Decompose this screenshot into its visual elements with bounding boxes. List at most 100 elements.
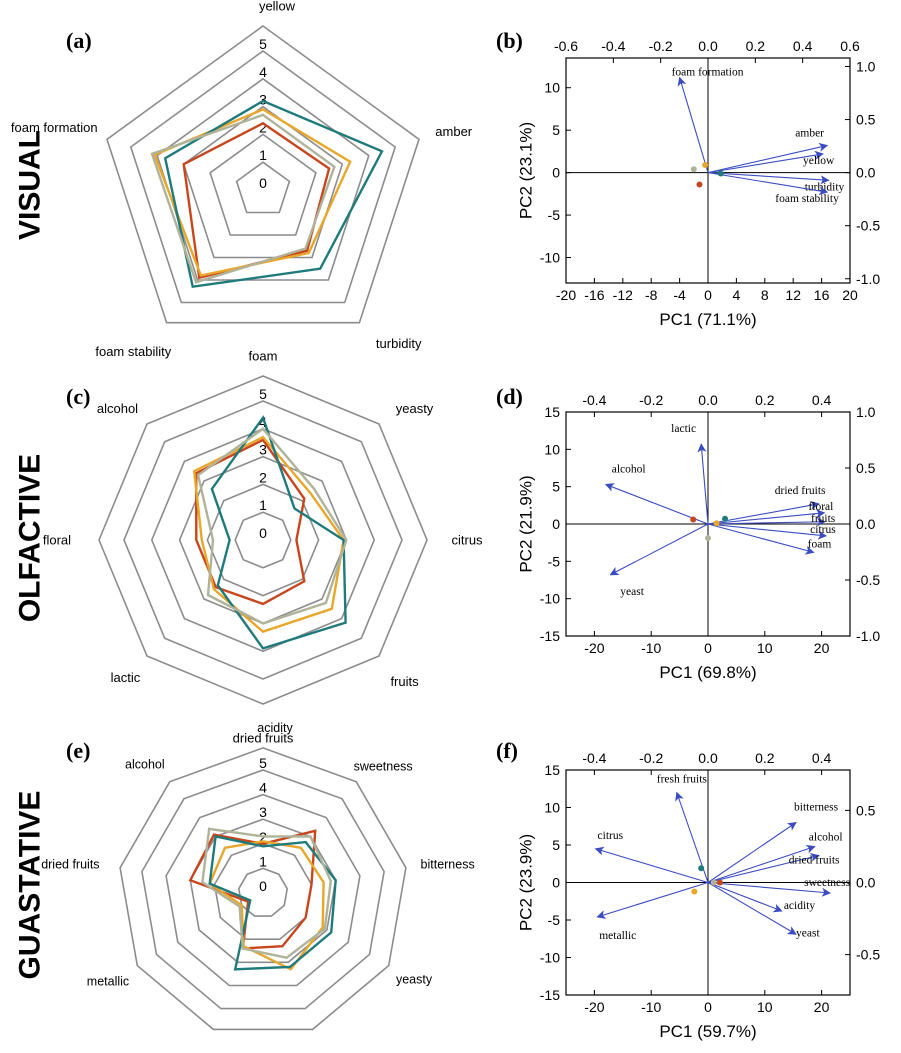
- panel-label: (e): [66, 738, 90, 763]
- score-point: [698, 865, 705, 872]
- y-axis-label: PC2 (23.9%): [517, 834, 536, 931]
- radar-series-sage: [196, 427, 348, 625]
- loading-label: yellow: [803, 155, 835, 167]
- y-tick-label: -5: [548, 912, 561, 928]
- radar-ring-label: 4: [259, 64, 267, 80]
- x-axis-label: PC1 (69.8%): [659, 663, 756, 682]
- x-tick-label: -20: [556, 287, 576, 303]
- loading-arrow: [707, 523, 828, 540]
- x-axis-label: PC1 (59.7%): [659, 1022, 756, 1041]
- panel-label: (a): [66, 28, 92, 53]
- radar-ring: [182, 105, 344, 259]
- radar-ring-label: 3: [259, 442, 267, 458]
- radar-ring: [106, 25, 420, 324]
- right-tick-label: -0.5: [856, 572, 880, 588]
- loading-label: amber: [795, 127, 824, 139]
- loading-label: alcohol: [612, 463, 646, 475]
- score-point: [717, 170, 724, 177]
- right-tick-label: -0.5: [856, 218, 880, 234]
- radar-series-teal: [163, 99, 384, 289]
- x-tick-label: 20: [842, 287, 858, 303]
- biplot-chart-f: (f) -20 -10 0 10 20 -15 -10 -5 0 5 10 15 -0.4 -0.2 0.0 0…: [496, 738, 880, 1041]
- loading-arrow: [707, 150, 824, 174]
- radar-ring: [235, 161, 291, 214]
- radar-ring: [123, 400, 403, 680]
- x-tick-label: 10: [757, 640, 773, 656]
- loading-arrow: [707, 523, 815, 555]
- loading-arrow: [697, 443, 709, 525]
- loading-arrow: [604, 483, 709, 525]
- radar-ring: [156, 77, 370, 281]
- radar-axis-label: bitterness: [421, 857, 475, 871]
- radar-ring-label: 3: [259, 92, 267, 108]
- loading-arrow: [596, 881, 709, 919]
- radar-ring-label: 0: [259, 878, 267, 894]
- radar-ring-label: 2: [259, 119, 267, 135]
- radar-axis-label: alcohol: [97, 401, 138, 416]
- radar-ring: [234, 511, 292, 569]
- radar-ring: [141, 769, 385, 1010]
- y-tick-label: 5: [552, 122, 560, 138]
- score-point: [716, 879, 723, 886]
- loading-arrow: [609, 523, 709, 576]
- right-tick-label: 0.0: [856, 165, 876, 181]
- radar-axis-label: foam: [249, 348, 278, 363]
- right-tick-label: 0.5: [856, 802, 876, 818]
- x-tick-label: -12: [613, 287, 633, 303]
- loading-arrow: [594, 846, 709, 884]
- loading-arrow: [707, 881, 832, 897]
- right-tick-label: -0.5: [856, 947, 880, 963]
- y-tick-label: 5: [552, 837, 560, 853]
- x-tick-label: -10: [641, 640, 661, 656]
- top-tick-label: 0.4: [812, 392, 832, 408]
- right-tick-label: -1.0: [856, 271, 880, 287]
- right-tick-label: -1.0: [856, 628, 880, 644]
- loading-label: alcohol: [809, 832, 843, 844]
- row-label-guastative: GUASTATIVE: [14, 791, 47, 980]
- loading-label: lactic: [671, 423, 696, 435]
- loading-label: foam formation: [672, 67, 744, 79]
- radar-ring-label: 4: [259, 780, 267, 796]
- y-tick-label: 10: [544, 441, 560, 457]
- right-tick-label: 0.5: [856, 460, 876, 476]
- radar-ring: [237, 867, 289, 917]
- top-tick-label: -0.6: [554, 38, 578, 54]
- score-point: [690, 516, 697, 523]
- x-tick-label: 8: [761, 287, 769, 303]
- score-point: [710, 879, 717, 886]
- x-tick-label: 0: [704, 640, 712, 656]
- score-point: [691, 888, 698, 895]
- top-tick-label: -0.2: [649, 38, 673, 54]
- loading-arrow: [707, 517, 826, 527]
- top-tick-label: 0.4: [793, 38, 813, 54]
- top-tick-label: 0.0: [698, 38, 718, 54]
- radar-ring: [119, 747, 407, 1031]
- loading-arrow: [707, 172, 830, 185]
- top-tick-label: -0.4: [582, 392, 606, 408]
- x-tick-label: -16: [584, 287, 604, 303]
- radar-axis-label: yellow: [259, 0, 296, 13]
- radar-series-orange: [192, 435, 345, 634]
- radar-ring: [98, 375, 428, 705]
- radar-ring-label: 2: [259, 469, 267, 485]
- y-tick-label: 10: [544, 800, 560, 816]
- loading-label: foam stability: [775, 193, 839, 205]
- y-axis-label: PC2 (23.1%): [517, 122, 536, 219]
- loading-label: foam: [808, 538, 832, 550]
- radar-series-red: [188, 829, 317, 950]
- radar-axis-label: metallic: [87, 975, 129, 989]
- x-tick-label: -10: [641, 999, 661, 1015]
- top-tick-label: 0.4: [812, 750, 832, 766]
- y-tick-label: 5: [552, 479, 560, 495]
- radar-ring-label: 0: [259, 175, 267, 191]
- radar-chart-a: (a) 0 1 2 3 4 5 yellow amber turbidity foam stabil…: [11, 0, 473, 359]
- y-tick-label: 0: [552, 516, 560, 532]
- radar-ring: [213, 842, 313, 941]
- y-tick-label: -10: [540, 250, 560, 266]
- loading-label: sweetness: [804, 877, 851, 889]
- loading-label: metallic: [599, 930, 636, 942]
- y-tick-label: 0: [552, 165, 560, 181]
- radar-axis-label: dried fruits: [41, 857, 99, 871]
- loading-label: bitterness: [794, 802, 839, 814]
